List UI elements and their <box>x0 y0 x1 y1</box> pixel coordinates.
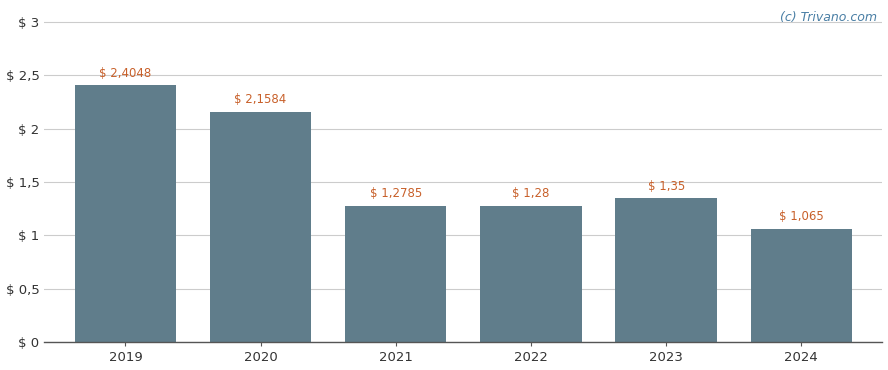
Text: $ 1,28: $ 1,28 <box>512 187 550 200</box>
Bar <box>750 229 852 342</box>
Text: $ 1,065: $ 1,065 <box>779 210 824 223</box>
Bar <box>615 198 717 342</box>
Text: $ 2,4048: $ 2,4048 <box>99 67 152 80</box>
Bar <box>75 85 176 342</box>
Text: $ 2,1584: $ 2,1584 <box>234 93 287 106</box>
Bar <box>210 112 312 342</box>
Text: $ 1,2785: $ 1,2785 <box>369 187 422 200</box>
Bar <box>480 205 582 342</box>
Bar <box>345 206 447 342</box>
Text: $ 1,35: $ 1,35 <box>647 180 685 193</box>
Text: (c) Trivano.com: (c) Trivano.com <box>781 11 877 24</box>
